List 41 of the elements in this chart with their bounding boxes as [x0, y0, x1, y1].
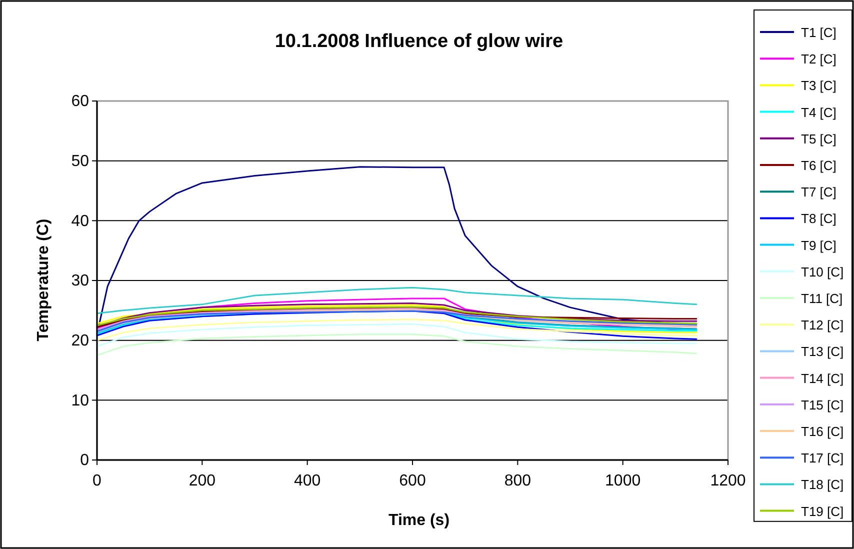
x-tick-label: 0 [92, 472, 102, 490]
x-tick-label: 1200 [710, 472, 746, 490]
legend-label: T16 [C] [801, 424, 844, 439]
legend-label: T6 [C] [801, 158, 836, 173]
line-series [96, 334, 698, 356]
legend-label: T2 [C] [801, 52, 836, 67]
y-tick-label: 60 [71, 93, 90, 110]
legend-label: T14 [C] [801, 370, 844, 386]
legend-label: T8 [C] [801, 211, 836, 226]
legend-label: T11 [C] [801, 291, 843, 306]
legend-label: T18 [C] [801, 477, 844, 492]
x-tick-label: 1000 [605, 472, 641, 490]
legend-label: T4 [C] [801, 104, 836, 120]
legend-label: T5 [C] [801, 131, 836, 146]
line-series [96, 286, 698, 314]
line-series [96, 302, 698, 328]
legend-label: T17 [C] [801, 450, 844, 466]
line-series [96, 323, 698, 348]
x-tick-label: 400 [294, 472, 321, 490]
legend-label: T9 [C] [801, 238, 836, 253]
legend-label: T10 [C] [801, 264, 844, 280]
legend-label: T1 [C] [801, 25, 836, 40]
x-tick-label: 200 [188, 472, 216, 490]
y-tick-label: 30 [71, 272, 90, 290]
legend-label: T19 [C] [801, 504, 844, 519]
x-axis-title: Time (s) [388, 512, 450, 529]
legend-label: T3 [C] [801, 78, 836, 94]
y-tick-label: 40 [71, 212, 90, 230]
chart-title: 10.1.2008 Influence of glow wire [274, 31, 564, 52]
y-tick-label: 20 [71, 332, 90, 350]
y-tick-label: 50 [71, 152, 90, 170]
legend-label: T15 [C] [801, 397, 844, 412]
x-tick-label: 800 [504, 472, 532, 490]
line-series [96, 318, 698, 342]
x-tick-label: 600 [399, 472, 426, 490]
y-axis-title: Temperature (C) [35, 218, 52, 342]
y-tick-label: 0 [80, 452, 90, 470]
legend-label: T7 [C] [801, 184, 836, 200]
legend-label: T13 [C] [801, 344, 844, 360]
legend-label: T12 [C] [801, 318, 844, 333]
y-tick-label: 10 [71, 392, 90, 410]
